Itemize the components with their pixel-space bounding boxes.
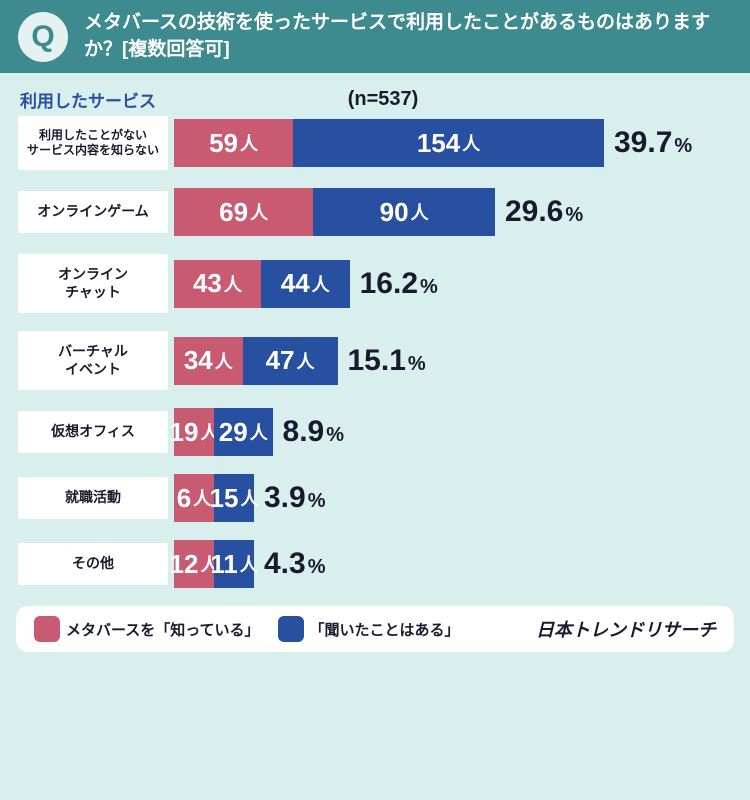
bar-segment-know: 6人 (174, 474, 214, 522)
legend-label-know: メタバースを「知っている」 (66, 619, 260, 640)
row-label: 仮想オフィス (18, 411, 168, 453)
bar-segment-know: 19人 (174, 408, 214, 456)
row-percent: 39.7% (614, 126, 692, 160)
q-badge: Q (18, 12, 68, 62)
row-label: オンラインチャット (18, 254, 168, 313)
row-percent: 29.6% (505, 195, 583, 229)
bar-area: 59人154人 39.7% (174, 119, 732, 167)
bar-segment-know: 43人 (174, 260, 261, 308)
row-label: 利用したことがないサービス内容を知らない (18, 116, 168, 170)
chart-row: 就職活動6人15人 3.9% (18, 474, 732, 522)
bar-segment-heard: 29人 (214, 408, 273, 456)
row-label: 就職活動 (18, 477, 168, 519)
subtitle-row: 利用したサービス (n=537) (0, 73, 750, 116)
bar-segment-heard: 90人 (313, 188, 495, 236)
legend-item-heard: 「聞いたことはある」 (278, 616, 460, 642)
row-label: オンラインゲーム (18, 191, 168, 233)
bar-segment-know: 34人 (174, 337, 243, 385)
chart-rows: 利用したことがないサービス内容を知らない59人154人 39.7% オンラインゲーム… (0, 116, 750, 588)
chart-row: オンラインゲーム69人90人 29.6% (18, 188, 732, 236)
bar-segment-heard: 15人 (214, 474, 254, 522)
row-percent: 3.9% (264, 481, 326, 515)
chart-row: オンラインチャット43人44人 16.2% (18, 254, 732, 313)
bar-segment-heard: 47人 (243, 337, 338, 385)
question-text: メタバースの技術を使ったサービスで利用したことがあるものはありますか？[複数回答… (84, 10, 732, 63)
row-percent: 4.3% (264, 547, 326, 581)
row-label: バーチャルイベント (18, 331, 168, 390)
chart-row: バーチャルイベント34人47人 15.1% (18, 331, 732, 390)
legend-item-know: メタバースを「知っている」 (34, 616, 260, 642)
bar-area: 43人44人 16.2% (174, 260, 732, 308)
bar-segment-heard: 44人 (261, 260, 350, 308)
chart-row: 仮想オフィス19人29人 8.9% (18, 408, 732, 456)
bar-segment-heard: 154人 (293, 119, 604, 167)
legend-swatch-know (34, 616, 60, 642)
bar-segment-know: 69人 (174, 188, 313, 236)
question-header: Q メタバースの技術を使ったサービスで利用したことがあるものはありますか？[複数… (0, 0, 750, 73)
chart-row: その他12人11人 4.3% (18, 540, 732, 588)
bar-area: 12人11人 4.3% (174, 540, 732, 588)
bar-area: 34人47人 15.1% (174, 337, 732, 385)
bar-area: 19人29人 8.9% (174, 408, 732, 456)
bar-segment-know: 59人 (174, 119, 293, 167)
row-percent: 16.2% (360, 267, 438, 301)
legend-swatch-heard (278, 616, 304, 642)
bar-segment-heard: 11人 (214, 540, 254, 588)
bar-segment-know: 12人 (174, 540, 214, 588)
row-percent: 8.9% (283, 415, 345, 449)
bar-area: 6人15人 3.9% (174, 474, 732, 522)
sample-size: (n=537) (36, 88, 730, 111)
row-percent: 15.1% (348, 344, 426, 378)
row-label: その他 (18, 543, 168, 585)
legend-label-heard: 「聞いたことはある」 (310, 619, 460, 640)
source-credit: 日本トレンドリサーチ (536, 616, 716, 642)
chart-row: 利用したことがないサービス内容を知らない59人154人 39.7% (18, 116, 732, 170)
legend-footer: メタバースを「知っている」 「聞いたことはある」 日本トレンドリサーチ (16, 606, 734, 652)
bar-area: 69人90人 29.6% (174, 188, 732, 236)
